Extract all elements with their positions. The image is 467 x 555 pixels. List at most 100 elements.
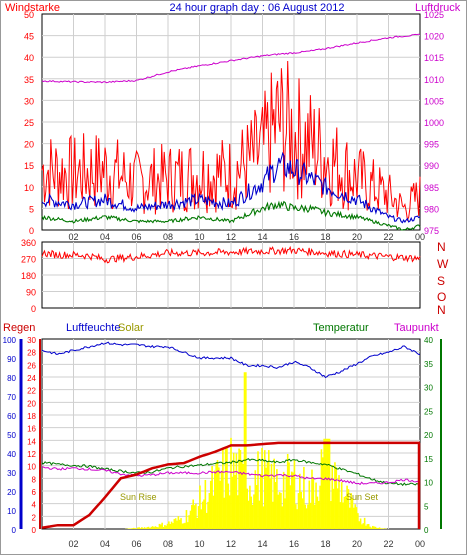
temperature-tick-label: 40 (424, 336, 433, 345)
humidity-series (41, 341, 421, 379)
rain-tick-label: 2 (32, 513, 37, 522)
humidity-tick-label: 50 (7, 431, 16, 440)
temperature-tick-label: 0 (424, 526, 429, 535)
sun-set-label: Sun Set (346, 492, 379, 502)
time-tick-label: 14 (257, 539, 267, 549)
wind-tick-label: 0 (29, 226, 34, 236)
time-tick-label: 02 (68, 539, 78, 549)
pressure-tick-label: 990 (424, 161, 439, 171)
direction-plot (41, 245, 421, 264)
time-tick-label: 04 (100, 539, 110, 549)
weather-plot (41, 341, 421, 529)
wind-tick-label: 40 (24, 53, 34, 63)
rain-tick-label: 14 (27, 437, 36, 446)
rain-tick-label: 30 (27, 336, 36, 345)
rain-tick-label: 16 (27, 425, 36, 434)
direction-tick-label: 360 (21, 238, 36, 248)
humidity-tick-label: 60 (7, 412, 16, 421)
pressure-tick-label: 1015 (424, 53, 444, 63)
rain-tick-label: 18 (27, 412, 36, 421)
sun-rise-label: Sun Rise (120, 492, 157, 502)
time-tick-label: 12 (226, 539, 236, 549)
temperature-tick-label: 15 (424, 455, 433, 464)
rain-tick-label: 4 (32, 501, 37, 510)
humidity-tick-label: 0 (12, 526, 17, 535)
temperature-tick-label: 10 (424, 479, 433, 488)
wind-series-blue (41, 151, 421, 224)
pressure-tick-label: 1010 (424, 75, 444, 85)
wind-tick-label: 45 (24, 32, 34, 42)
direction-tick-label: 90 (26, 288, 36, 298)
pressure-tick-label: 995 (424, 140, 439, 150)
time-tick-label: 18 (320, 232, 330, 242)
pressure-tick-label: 1020 (424, 32, 444, 42)
time-tick-label: 10 (194, 539, 204, 549)
wind-tick-label: 20 (24, 140, 34, 150)
temperatur-label: Temperatur (313, 322, 369, 334)
time-tick-label: 14 (257, 232, 267, 242)
rain-tick-label: 26 (27, 361, 36, 370)
temperature-tick-label: 20 (424, 431, 433, 440)
humidity-tick-label: 40 (7, 450, 16, 459)
rain-tick-label: 22 (27, 387, 36, 396)
tick-labels: 5045403530252015105010251020101510101005… (3, 10, 444, 549)
rain-tick-label: 6 (32, 488, 37, 497)
rain-tick-label: 8 (32, 475, 37, 484)
rain-tick-label: 24 (27, 374, 36, 383)
pressure-tick-label: 975 (424, 226, 439, 236)
temperature-tick-label: 5 (424, 502, 429, 511)
temperature-tick-label: 30 (424, 384, 433, 393)
wind-tick-label: 35 (24, 75, 34, 85)
pressure-tick-label: 985 (424, 183, 439, 193)
wind-tick-label: 30 (24, 96, 34, 106)
direction-tick-label: 270 (21, 255, 36, 265)
humidity-tick-label: 80 (7, 374, 16, 383)
time-tick-label: 16 (289, 232, 299, 242)
pressure-tick-label: 980 (424, 204, 439, 214)
humidity-tick-label: 90 (7, 355, 16, 364)
direction-series (41, 245, 421, 264)
wind-tick-label: 50 (24, 10, 34, 20)
wind-series-green (41, 200, 421, 231)
time-tick-label: 00 (415, 539, 425, 549)
humidity-tick-label: 20 (7, 488, 16, 497)
humidity-tick-label: 100 (3, 336, 17, 345)
pressure-series (41, 33, 421, 84)
time-tick-label: 20 (352, 232, 362, 242)
wind-tick-label: 15 (24, 161, 34, 171)
time-tick-label: 06 (131, 539, 141, 549)
rain-tick-label: 28 (27, 349, 36, 358)
rain-tick-label: 20 (27, 399, 36, 408)
solar-label: Solar (118, 322, 144, 334)
time-tick-label: 18 (320, 539, 330, 549)
rain-tick-label: 10 (27, 463, 36, 472)
time-tick-label: 02 (68, 232, 78, 242)
time-tick-label: 22 (383, 232, 393, 242)
humidity-tick-label: 10 (7, 507, 16, 516)
time-tick-label: 22 (383, 539, 393, 549)
time-tick-label: 20 (352, 539, 362, 549)
time-tick-label: 12 (226, 232, 236, 242)
time-tick-label: 16 (289, 539, 299, 549)
temperature-tick-label: 25 (424, 407, 433, 416)
taupunkt-label: Taupunkt (394, 322, 439, 334)
windstarke-label: Windstarke (5, 2, 60, 14)
temperature-series (41, 457, 421, 487)
direction-tick-label: 180 (21, 271, 36, 281)
compass-label: S (437, 274, 445, 288)
time-tick-label: 08 (163, 232, 173, 242)
wind-tick-label: 25 (24, 118, 34, 128)
wind-plot (41, 33, 421, 231)
time-tick-label: 10 (194, 232, 204, 242)
pressure-tick-label: 1025 (424, 10, 444, 20)
wind-tick-label: 10 (24, 183, 34, 193)
compass-label: N (437, 240, 446, 254)
direction-tick-label: 0 (31, 304, 36, 314)
time-tick-label: 00 (415, 232, 425, 242)
luftdruck-label: Luftdruck (415, 2, 461, 14)
regen-label: Regen (3, 322, 35, 334)
rain-series (41, 441, 420, 529)
time-tick-label: 08 (163, 539, 173, 549)
pressure-tick-label: 1000 (424, 118, 444, 128)
